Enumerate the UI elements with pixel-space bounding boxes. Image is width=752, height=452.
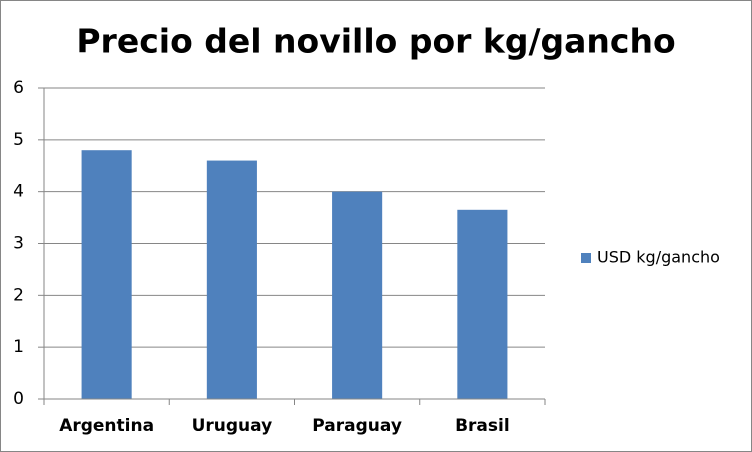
y-tick-label: 4 bbox=[13, 182, 24, 202]
legend-label: USD kg/gancho bbox=[597, 248, 720, 267]
y-tick-label: 0 bbox=[13, 389, 24, 409]
x-tick-label: Argentina bbox=[59, 416, 154, 436]
legend-swatch bbox=[581, 253, 591, 263]
chart-title: Precio del novillo por kg/gancho bbox=[76, 22, 675, 61]
bar bbox=[206, 160, 257, 399]
x-tick-label: Brasil bbox=[455, 416, 510, 436]
y-tick-label: 2 bbox=[13, 285, 24, 305]
y-tick-label: 5 bbox=[13, 130, 24, 150]
y-tick-label: 1 bbox=[13, 337, 24, 357]
x-tick-label: Uruguay bbox=[192, 416, 273, 436]
bar bbox=[457, 209, 508, 399]
y-tick-label: 3 bbox=[13, 234, 24, 254]
bar bbox=[332, 191, 383, 399]
bar bbox=[81, 150, 132, 399]
y-tick-label: 6 bbox=[13, 78, 24, 98]
x-tick-label: Paraguay bbox=[312, 416, 402, 436]
